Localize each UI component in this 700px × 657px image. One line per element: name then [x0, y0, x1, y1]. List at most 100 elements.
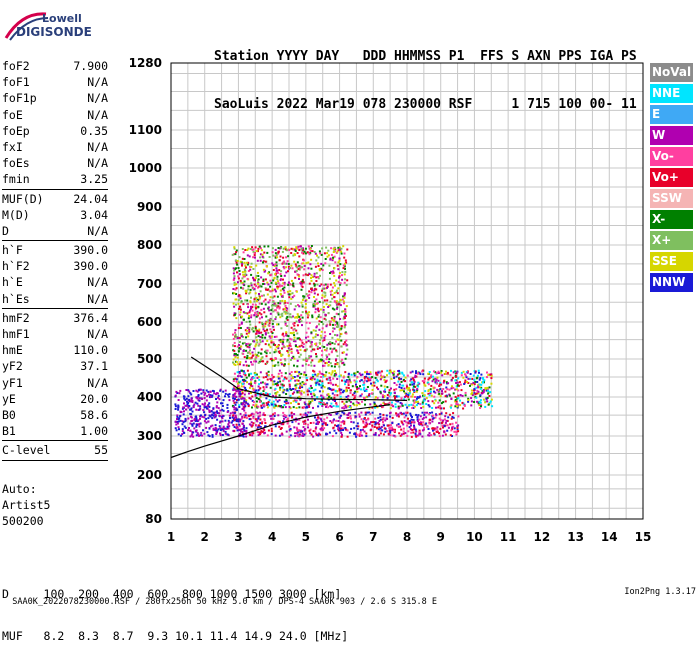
echo-point: [260, 276, 263, 279]
echo-point: [177, 433, 180, 436]
echo-point: [428, 405, 431, 408]
echo-point: [372, 433, 375, 436]
echo-point: [416, 418, 419, 421]
echo-point: [479, 394, 482, 397]
echo-point: [321, 428, 324, 431]
echo-point: [307, 403, 310, 406]
echo-point: [292, 284, 295, 287]
echo-point: [336, 302, 339, 305]
echo-point: [313, 370, 316, 373]
echo-point: [314, 311, 317, 314]
echo-point: [258, 321, 261, 324]
echo-point: [309, 247, 312, 250]
echo-point: [295, 316, 298, 318]
echo-point: [369, 412, 372, 415]
echo-point: [221, 408, 224, 411]
echo-point: [336, 292, 339, 295]
echo-point: [441, 424, 444, 427]
echo-point: [312, 430, 315, 433]
echo-point: [212, 428, 215, 431]
echo-point: [188, 405, 191, 407]
echo-point: [291, 357, 294, 359]
echo-point: [336, 390, 339, 393]
echo-point: [299, 413, 302, 416]
echo-point: [331, 272, 334, 275]
echo-point: [224, 389, 227, 392]
echo-point: [352, 421, 355, 424]
echo-point: [317, 307, 320, 310]
echo-point: [473, 401, 476, 403]
echo-point: [250, 372, 253, 375]
echo-point: [279, 279, 282, 282]
echo-point: [304, 306, 307, 309]
echo-point: [243, 341, 246, 344]
echo-point: [256, 354, 259, 357]
echo-point: [204, 414, 206, 417]
echo-point: [413, 380, 416, 383]
echo-point: [259, 394, 262, 397]
echo-point: [345, 344, 348, 347]
echo-point: [368, 378, 371, 381]
echo-point: [298, 278, 300, 280]
echo-point: [424, 390, 427, 393]
echo-point: [195, 434, 198, 437]
echo-point: [219, 421, 221, 424]
echo-point: [277, 313, 280, 316]
echo-point: [234, 336, 237, 339]
echo-point: [326, 283, 329, 286]
echo-point: [266, 378, 269, 381]
echo-point: [298, 371, 301, 374]
echo-point: [305, 341, 308, 344]
echo-point: [234, 253, 237, 256]
echo-point: [245, 435, 248, 438]
echo-point: [305, 348, 308, 351]
echo-point: [443, 380, 446, 382]
echo-point: [456, 405, 459, 408]
echo-point: [334, 261, 337, 264]
echo-point: [228, 414, 231, 417]
echo-point: [282, 379, 285, 382]
echo-point: [374, 377, 377, 379]
echo-point: [281, 342, 284, 345]
echo-point: [445, 370, 447, 373]
echo-point: [342, 406, 345, 409]
echo-point: [298, 319, 300, 322]
echo-point: [342, 420, 345, 423]
echo-point: [459, 399, 461, 402]
echo-point: [343, 341, 346, 344]
echo-point: [205, 389, 208, 392]
x-tick-label: 15: [635, 530, 652, 544]
echo-point: [319, 316, 322, 319]
echo-point: [370, 421, 372, 424]
echo-point: [321, 424, 324, 427]
echo-point: [364, 371, 367, 374]
echo-point: [244, 411, 247, 414]
echo-point: [338, 276, 340, 279]
echo-point: [260, 249, 263, 252]
echo-point: [212, 411, 215, 414]
echo-point: [244, 372, 246, 375]
echo-point: [184, 420, 187, 423]
echo-point: [364, 411, 367, 414]
echo-point: [289, 267, 292, 269]
echo-point: [276, 306, 278, 309]
echo-point: [340, 424, 342, 427]
echo-point: [323, 418, 326, 421]
echo-point: [312, 348, 315, 351]
echo-point: [336, 363, 339, 366]
echo-point: [345, 395, 348, 398]
echo-point: [357, 425, 360, 428]
echo-point: [181, 407, 184, 410]
echo-point: [190, 393, 193, 396]
echo-point: [247, 303, 249, 306]
echo-point: [255, 419, 258, 422]
echo-point: [306, 251, 309, 254]
echo-point: [334, 323, 337, 326]
legend-item: E: [650, 105, 693, 124]
echo-point: [360, 411, 363, 414]
echo-point: [432, 375, 434, 378]
echo-point: [293, 376, 296, 378]
echo-point: [287, 270, 289, 273]
echo-point: [267, 429, 270, 432]
echo-point: [365, 421, 368, 424]
